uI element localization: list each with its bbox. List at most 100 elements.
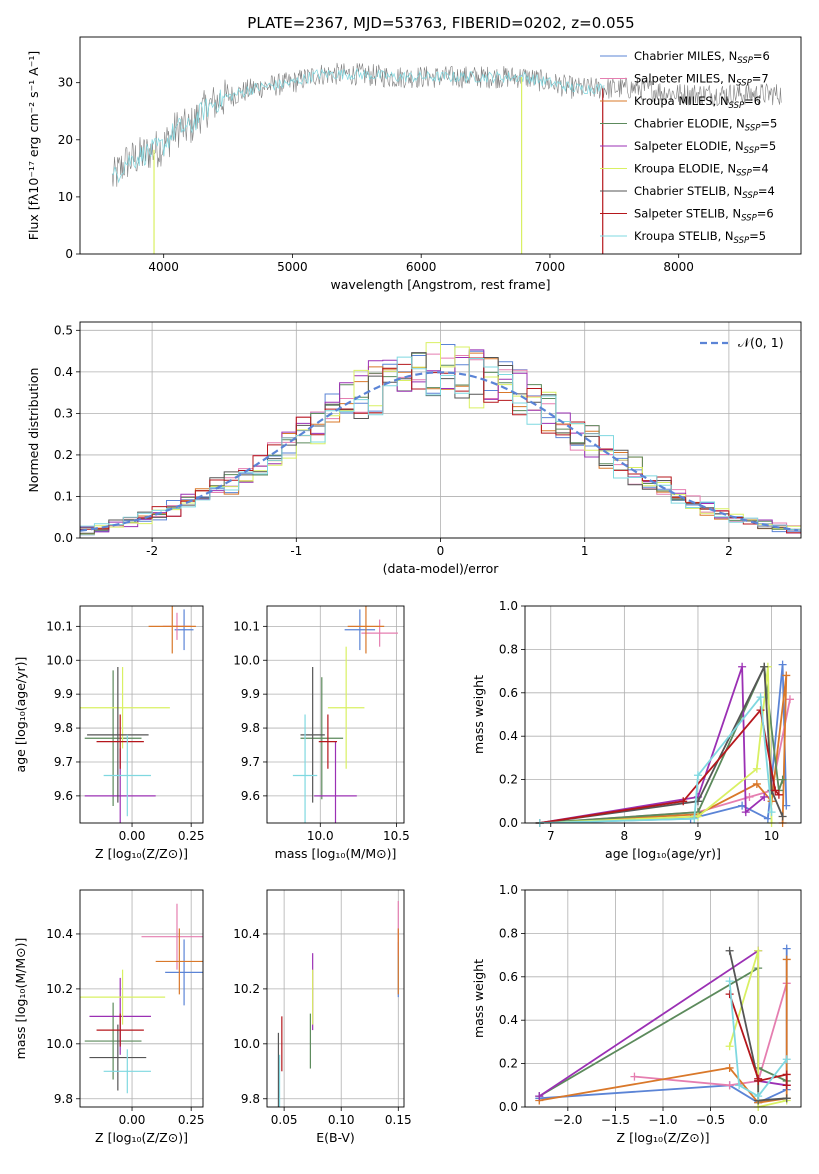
weight-marker bbox=[725, 946, 734, 955]
y-tick-label: 0.2 bbox=[54, 448, 73, 462]
weight-marker bbox=[782, 1081, 791, 1090]
y-tick-label: 0.6 bbox=[499, 686, 518, 700]
x-tick-label: 0.00 bbox=[119, 1113, 146, 1127]
weight-marker bbox=[741, 808, 750, 817]
y-axis-label: Flux [fλ10⁻¹⁷ erg cm⁻² s⁻¹ A⁻¹] bbox=[26, 51, 41, 240]
legend-label: Kroupa MILES, NSSP=6 bbox=[634, 94, 761, 111]
legend-label-main: Chabrier MILES, N bbox=[634, 49, 737, 63]
x-axis-label: (data-model)/error bbox=[383, 561, 500, 576]
x-tick-label: 8 bbox=[621, 829, 629, 843]
legend-label-tail: =5 bbox=[759, 139, 776, 153]
normal-curve bbox=[80, 371, 799, 532]
axes-frame bbox=[266, 605, 405, 824]
x-tick-label: 0 bbox=[437, 544, 445, 558]
weight-marker bbox=[782, 671, 791, 680]
legend-label: Chabrier MILES, NSSP=6 bbox=[634, 49, 770, 66]
axes-frame bbox=[266, 889, 405, 1108]
y-tick-label: 0.3 bbox=[54, 406, 73, 420]
x-tick-label: −1.5 bbox=[601, 1113, 630, 1127]
weight-marker bbox=[782, 944, 791, 953]
y-axis-label: Normed distribution bbox=[26, 368, 41, 493]
legend-label-main: Kroupa ELODIE, N bbox=[634, 162, 736, 176]
x-tick-label: 0.25 bbox=[178, 829, 205, 843]
x-tick-label: −2.0 bbox=[553, 1113, 582, 1127]
y-tick-label: 9.6 bbox=[241, 789, 260, 803]
y-tick-label: 10.0 bbox=[233, 653, 260, 667]
x-tick-label: −1.0 bbox=[648, 1113, 677, 1127]
x-tick-label: -1 bbox=[290, 544, 302, 558]
y-tick-label: 10.1 bbox=[46, 619, 73, 633]
weight-marker bbox=[782, 1094, 791, 1103]
y-tick-label: 9.9 bbox=[54, 687, 73, 701]
y-tick-label: 9.8 bbox=[241, 721, 260, 735]
y-axis-label: age [log₁₀(age/yr)] bbox=[13, 657, 28, 773]
weight-marker bbox=[679, 797, 688, 806]
legend-label-tail: =6 bbox=[744, 94, 761, 108]
y-tick-label: 9.7 bbox=[54, 755, 73, 769]
y-tick-label: 0.2 bbox=[499, 773, 518, 787]
y-tick-label: 0.6 bbox=[499, 970, 518, 984]
weight-marker bbox=[767, 808, 776, 817]
y-tick-label: 10.1 bbox=[233, 619, 260, 633]
weight-marker bbox=[725, 1042, 734, 1051]
x-tick-label: 0.0 bbox=[749, 1113, 768, 1127]
x-tick-label: 0.15 bbox=[385, 1113, 412, 1127]
x-axis-label: mass [log₁₀(M/M⊙)] bbox=[275, 846, 397, 861]
legend-label: Chabrier STELIB, NSSP=4 bbox=[634, 184, 775, 201]
x-tick-label: 2 bbox=[725, 544, 733, 558]
weight-marker bbox=[754, 946, 763, 955]
spectrum-panel: 4000 5000 6000 7000 8000 0 10 20 30 wavelength [A… bbox=[26, 36, 802, 292]
x-tick-label: 5000 bbox=[277, 260, 308, 274]
spectrum-data-line bbox=[111, 62, 782, 187]
y-tick-label: 9.8 bbox=[54, 1092, 73, 1106]
legend-label-sub: SSP bbox=[736, 169, 752, 179]
residuals-panel: -2 -1 0 1 2 0.0 0.1 0.2 0.3 0.4 0.5 (data-model)/er… bbox=[26, 321, 802, 576]
x-tick-label: 6000 bbox=[406, 260, 437, 274]
mass-weight-vs-age-panel: 7 8 9 10 0.0 0.2 0.4 0.6 0.8 1.0 age [log₁₀(age/yr… bbox=[471, 599, 802, 861]
legend-label: Salpeter ELODIE, NSSP=5 bbox=[634, 139, 776, 156]
x-axis-label: Z [log₁₀(Z/Z⊙)] bbox=[617, 1130, 710, 1145]
y-tick-label: 0.0 bbox=[54, 531, 73, 545]
y-tick-label: 10.4 bbox=[46, 927, 73, 941]
legend-label-sub: SSP bbox=[742, 191, 758, 201]
y-axis-label: mass [log₁₀(M/M⊙)] bbox=[13, 938, 28, 1060]
x-tick-label: 4000 bbox=[148, 260, 179, 274]
legend-label-tail: =6 bbox=[757, 207, 774, 221]
weight-marker bbox=[754, 1092, 763, 1101]
legend-label-sub: SSP bbox=[737, 56, 753, 66]
weight-marker bbox=[745, 792, 754, 801]
weight-line bbox=[728, 981, 788, 1098]
x-tick-label: 10.0 bbox=[307, 829, 334, 843]
y-tick-label: 10.0 bbox=[46, 1037, 73, 1051]
axes-frame bbox=[79, 605, 204, 824]
weight-marker bbox=[725, 977, 734, 986]
weight-marker bbox=[725, 990, 734, 999]
x-axis-label: age [log₁₀(age/yr)] bbox=[605, 846, 721, 861]
weight-marker bbox=[690, 814, 699, 823]
legend-label-tail: =4 bbox=[752, 162, 769, 176]
mass-vs-metallicity-panel: 0.00 0.25 9.8 10.0 10.2 10.4 Z [log₁₀(Z/Z⊙)] ma… bbox=[13, 889, 205, 1145]
weight-line bbox=[728, 950, 787, 1107]
legend-label-sub: SSP bbox=[729, 101, 745, 111]
legend-label: 𝒩(0, 1) bbox=[738, 335, 784, 350]
legend-label-tail: =5 bbox=[749, 229, 766, 243]
weight-marker bbox=[752, 764, 761, 773]
weight-marker bbox=[785, 695, 794, 704]
weight-marker bbox=[774, 790, 783, 799]
weight-marker bbox=[771, 786, 780, 795]
y-tick-label: 1.0 bbox=[499, 599, 518, 613]
weight-marker bbox=[735, 1081, 744, 1090]
weight-marker bbox=[630, 1072, 639, 1081]
weight-marker bbox=[760, 792, 769, 801]
legend-label-main: Kroupa MILES, N bbox=[634, 94, 729, 108]
y-axis-label: mass weight bbox=[471, 675, 486, 754]
weight-line bbox=[634, 983, 788, 1087]
weight-marker bbox=[535, 1092, 544, 1101]
x-tick-label: 0.10 bbox=[328, 1113, 355, 1127]
x-axis-label: Z [log₁₀(Z/Z⊙)] bbox=[95, 846, 188, 861]
legend-label: Kroupa STELIB, NSSP=5 bbox=[634, 229, 766, 246]
legend-label-sub: SSP bbox=[745, 124, 761, 134]
weight-marker bbox=[778, 660, 787, 669]
weight-marker bbox=[725, 1063, 734, 1072]
